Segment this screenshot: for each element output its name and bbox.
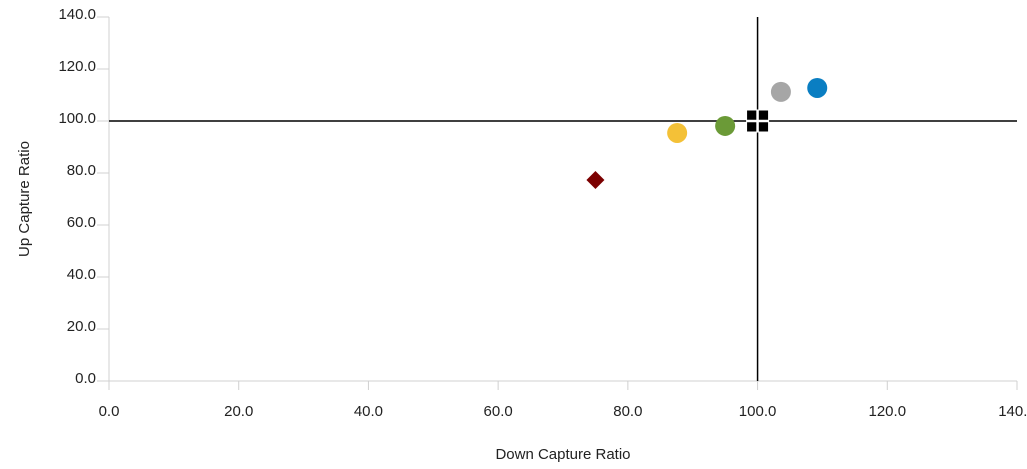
y-tick-label: 120.0 — [58, 58, 96, 75]
x-tick-label: 20.0 — [224, 403, 253, 420]
point — [770, 81, 791, 102]
point — [667, 122, 688, 143]
y-tick-label: 60.0 — [67, 214, 96, 231]
x-tick-label: 120.0 — [869, 403, 907, 420]
point — [715, 115, 736, 136]
point — [807, 77, 828, 98]
x-tick-label: 80.0 — [613, 403, 642, 420]
y-tick-label: 80.0 — [67, 162, 96, 179]
x-tick-label: 100.0 — [739, 403, 777, 420]
x-tick-label: 140.0 — [998, 403, 1027, 420]
y-axis-label: Up Capture Ratio — [16, 141, 33, 257]
x-tick-label: 40.0 — [354, 403, 383, 420]
x-tick-label: 60.0 — [484, 403, 513, 420]
benchmark-point — [746, 109, 770, 133]
x-axis-label: Down Capture Ratio — [495, 446, 630, 463]
y-tick-label: 20.0 — [67, 318, 96, 335]
y-tick-label: 140.0 — [58, 6, 96, 23]
point — [586, 171, 605, 190]
y-tick-label: 40.0 — [67, 266, 96, 283]
y-tick-label: 0.0 — [75, 370, 96, 387]
x-tick-label: 0.0 — [99, 403, 120, 420]
y-tick-label: 100.0 — [58, 110, 96, 127]
